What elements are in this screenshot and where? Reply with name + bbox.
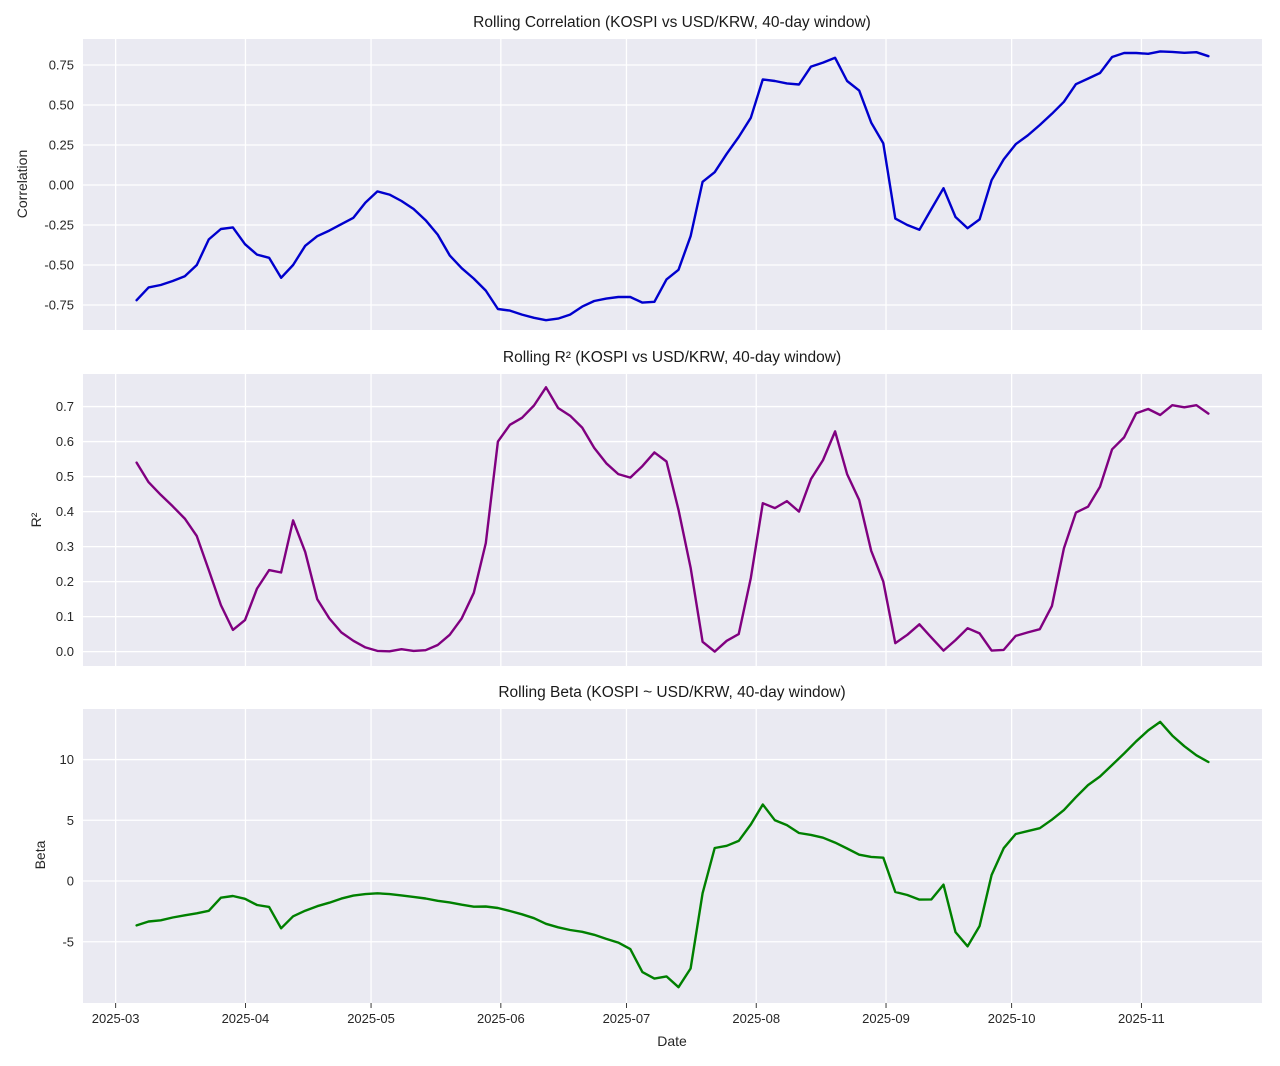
series-line-R² [135, 386, 1210, 653]
x-tick-label: 2025-10 [988, 1011, 1036, 1026]
y-tick-label: 0.3 [56, 539, 74, 554]
y-tick-label: 0.6 [56, 434, 74, 449]
y-tick-label: 0.50 [49, 98, 74, 113]
x-tick-label: 2025-07 [603, 1011, 651, 1026]
x-tick-label: 2025-06 [477, 1011, 525, 1026]
x-tick-label: 2025-09 [862, 1011, 910, 1026]
chart-title-correlation: Rolling Correlation (KOSPI vs USD/KRW, 4… [473, 14, 871, 31]
x-tick-label: 2025-11 [1118, 1011, 1165, 1026]
y-tick-label: 0.0 [56, 644, 74, 659]
y-tick-label: 10 [60, 752, 74, 767]
y-tick-label: 0.7 [56, 399, 74, 414]
plot-area [83, 374, 1262, 666]
series-line-Beta [135, 720, 1210, 989]
y-tick-label: 0.25 [49, 138, 74, 153]
y-tick-label: 0.2 [56, 574, 74, 589]
y-tick-label: -0.75 [44, 298, 74, 313]
y-tick-label: 0 [67, 874, 74, 889]
y-axis-label-beta: Beta [32, 840, 48, 870]
y-tick-label: 0.00 [49, 178, 74, 193]
x-tick-label: 2025-03 [92, 1011, 140, 1026]
y-tick-label: 5 [67, 813, 74, 828]
chart-title-r2: Rolling R² (KOSPI vs USD/KRW, 40-day win… [502, 349, 842, 366]
x-axis-label-date: Date [657, 1033, 687, 1049]
x-tick-label: 2025-08 [732, 1011, 780, 1026]
y-tick-label: -0.25 [44, 218, 74, 233]
y-tick-label: -5 [62, 934, 74, 949]
x-tick-label: 2025-05 [347, 1011, 395, 1026]
chart-title-beta: Rolling Beta (KOSPI ~ USD/KRW, 40-day wi… [498, 684, 846, 701]
x-tick-label: 2025-04 [222, 1011, 270, 1026]
y-tick-label: 0.5 [56, 469, 74, 484]
y-tick-label: 0.75 [49, 58, 74, 73]
y-axis-label-correlation: Correlation [14, 149, 30, 219]
plot-area [83, 709, 1262, 1003]
y-axis-label-r2: R² [28, 512, 44, 528]
y-tick-label: 0.4 [56, 504, 74, 519]
y-tick-label: -0.50 [44, 258, 74, 273]
series-line-Correlation [135, 50, 1210, 322]
y-tick-label: 0.1 [56, 609, 74, 624]
